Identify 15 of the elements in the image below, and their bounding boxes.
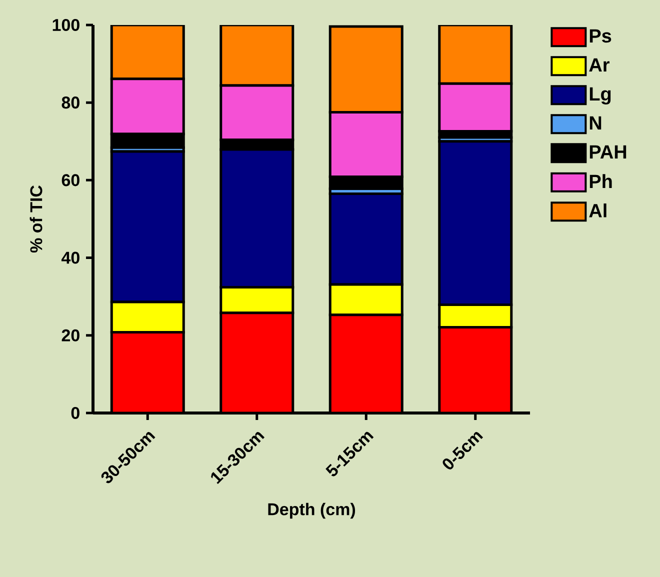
x-axis-title: Depth (cm) — [268, 502, 356, 519]
legend-label: N — [590, 116, 602, 130]
y-tick-label: 80 — [62, 96, 80, 109]
y-axis-title: % of TIC — [30, 185, 42, 253]
legend-label: Lg — [590, 87, 611, 104]
legend-label: PAH — [590, 145, 626, 158]
y-tick-label: 20 — [62, 329, 80, 342]
legend-label: Ps — [590, 29, 612, 43]
y-tick-label: 40 — [61, 252, 80, 264]
legend-label: Ar — [589, 58, 610, 72]
y-tick-label: 100 — [52, 18, 80, 32]
legend-label: Ph — [590, 174, 612, 188]
y-tick-label: 60 — [62, 174, 80, 186]
y-tick-label: 0 — [71, 406, 80, 420]
legend-label: Al — [589, 203, 606, 218]
